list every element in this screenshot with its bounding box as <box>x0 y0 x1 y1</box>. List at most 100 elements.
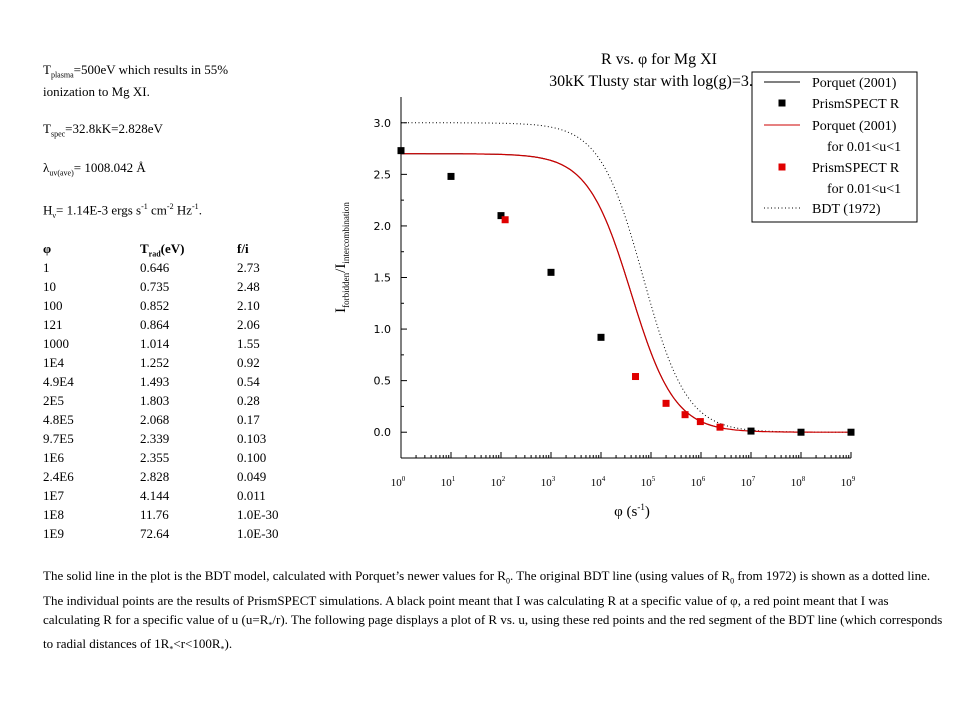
legend-label: BDT (1972) <box>812 202 881 217</box>
x-tick-label: 105 <box>641 475 656 489</box>
legend-label-line2: for 0.01<u<1 <box>827 182 901 197</box>
phi-cell: 121 <box>43 317 63 332</box>
table-header-row: φ Trad(eV) f/i <box>43 241 297 260</box>
red-prismspect-point <box>501 216 509 224</box>
trad-cell: 2.339 <box>140 431 170 446</box>
trad-cell: 0.864 <box>140 317 170 332</box>
trad-cell: 2.355 <box>140 450 170 465</box>
x-tick-label: 101 <box>441 475 456 489</box>
red-prismspect-point <box>696 418 704 426</box>
x-axis-label: φ (s-1) <box>614 502 650 520</box>
phi-cell: 1E9 <box>43 526 64 541</box>
header-trad: Trad(eV) <box>140 241 185 259</box>
table-row: 2.4E6 2.828 0.049 <box>43 469 297 488</box>
x-tick-label: 109 <box>841 475 856 489</box>
trad-cell: 0.852 <box>140 298 170 313</box>
y-tick-label: 1.0 <box>374 323 392 336</box>
y-tick-label: 0.5 <box>374 375 392 388</box>
porquet-2001-red-segment <box>401 153 851 433</box>
fi-cell: 0.17 <box>237 412 260 427</box>
trad-cell: 1.493 <box>140 374 170 389</box>
table-row: 1E8 11.76 1.0E-30 <box>43 507 297 526</box>
table-row: 10 0.735 2.48 <box>43 279 297 298</box>
phi-cell: 2E5 <box>43 393 64 408</box>
fi-cell: 1.0E-30 <box>237 526 279 541</box>
y-tick-label: 2.0 <box>374 220 392 233</box>
trad-cell: 1.252 <box>140 355 170 370</box>
legend-label: Porquet (2001) <box>812 76 897 91</box>
lambda-note: λuv(ave)= 1008.042 Å <box>43 160 146 178</box>
x-tick-label: 103 <box>541 475 556 489</box>
x-tick-label: 102 <box>491 475 506 489</box>
red-prismspect-point <box>662 399 670 407</box>
table-row: 9.7E5 2.339 0.103 <box>43 431 297 450</box>
phi-cell: 2.4E6 <box>43 469 74 484</box>
trad-cell: 0.735 <box>140 279 170 294</box>
trad-cell: 11.76 <box>140 507 169 522</box>
black-prismspect-point <box>497 212 505 220</box>
legend-label: Porquet (2001) <box>812 119 897 134</box>
legend-box <box>751 71 918 223</box>
legend-label-line2: for 0.01<u<1 <box>827 140 901 155</box>
phi-cell: 1 <box>43 260 50 275</box>
x-tick-label: 100 <box>391 475 406 489</box>
black-prismspect-point <box>397 147 405 155</box>
table-row: 4.8E5 2.068 0.17 <box>43 412 297 431</box>
table-row: 1E6 2.355 0.100 <box>43 450 297 469</box>
fi-cell: 0.103 <box>237 431 267 446</box>
black-prismspect-point <box>797 428 805 436</box>
chart-title-line: 30kK Tlusty star with log(g)=3.25 <box>549 73 769 90</box>
table-row: 100 0.852 2.10 <box>43 298 297 317</box>
fi-cell: 2.73 <box>237 260 260 275</box>
phi-cell: 100 <box>43 298 63 313</box>
tspec-note: Tspec=32.8kK=2.828eV <box>43 121 163 139</box>
black-prismspect-point <box>747 427 755 435</box>
black-prismspect-point <box>597 333 605 341</box>
table-row: 1E7 4.144 0.011 <box>43 488 297 507</box>
table-row: 1 0.646 2.73 <box>43 260 297 279</box>
header-fi: f/i <box>237 241 249 256</box>
fi-cell: 2.10 <box>237 298 260 313</box>
trad-cell: 0.646 <box>140 260 170 275</box>
y-tick-label: 1.5 <box>374 272 392 285</box>
y-tick-label: 0.0 <box>374 426 392 439</box>
r-vs-phi-chart: R vs. φ for Mg XI 30kK Tlusty star with l… <box>333 51 918 520</box>
fi-cell: 2.06 <box>237 317 260 332</box>
trad-cell: 1.014 <box>140 336 170 351</box>
table-row: 4.9E4 1.493 0.54 <box>43 374 297 393</box>
x-tick-label: 104 <box>591 475 606 489</box>
fi-cell: 1.55 <box>237 336 260 351</box>
phi-cell: 10 <box>43 279 56 294</box>
fi-cell: 0.54 <box>237 374 260 389</box>
phi-cell: 1E6 <box>43 450 64 465</box>
simulation-table: φ Trad(eV) f/i 1 0.646 2.73 10 0.735 2.48 100 0… <box>43 241 297 545</box>
y-axis-label: Iforbidden/Iintercombination <box>333 202 351 313</box>
x-tick-label: 106 <box>691 475 706 489</box>
x-tick-label: 107 <box>741 475 756 489</box>
table-row: 121 0.864 2.06 <box>43 317 297 336</box>
legend-square-swatch <box>778 163 786 171</box>
porquet-2001-curve <box>401 153 725 430</box>
black-prismspect-point <box>447 172 455 180</box>
header-phi: φ <box>43 241 52 256</box>
phi-cell: 4.9E4 <box>43 374 74 389</box>
caption-paragraph: The solid line in the plot is the BDT mo… <box>43 568 943 654</box>
chart-title-line: R vs. φ for Mg XI <box>601 51 717 68</box>
table-row: 2E5 1.803 0.28 <box>43 393 297 412</box>
legend-square-swatch <box>778 99 786 107</box>
trad-cell: 72.64 <box>140 526 170 541</box>
fi-cell: 1.0E-30 <box>237 507 279 522</box>
black-prismspect-point <box>847 428 855 436</box>
y-tick-label: 3.0 <box>374 117 392 130</box>
legend-label: PrismSPECT R <box>812 97 900 112</box>
red-prismspect-point <box>716 423 724 431</box>
trad-cell: 2.828 <box>140 469 170 484</box>
legend-label: PrismSPECT R <box>812 161 900 176</box>
table-row: 1000 1.014 1.55 <box>43 336 297 355</box>
tplasma-note: Tplasma=500eV which results in 55% ioniz… <box>43 62 229 99</box>
phi-cell: 1E8 <box>43 507 64 522</box>
phi-cell: 9.7E5 <box>43 431 74 446</box>
red-prismspect-point <box>681 411 689 419</box>
table-row: 1E4 1.252 0.92 <box>43 355 297 374</box>
phi-cell: 1E7 <box>43 488 64 503</box>
